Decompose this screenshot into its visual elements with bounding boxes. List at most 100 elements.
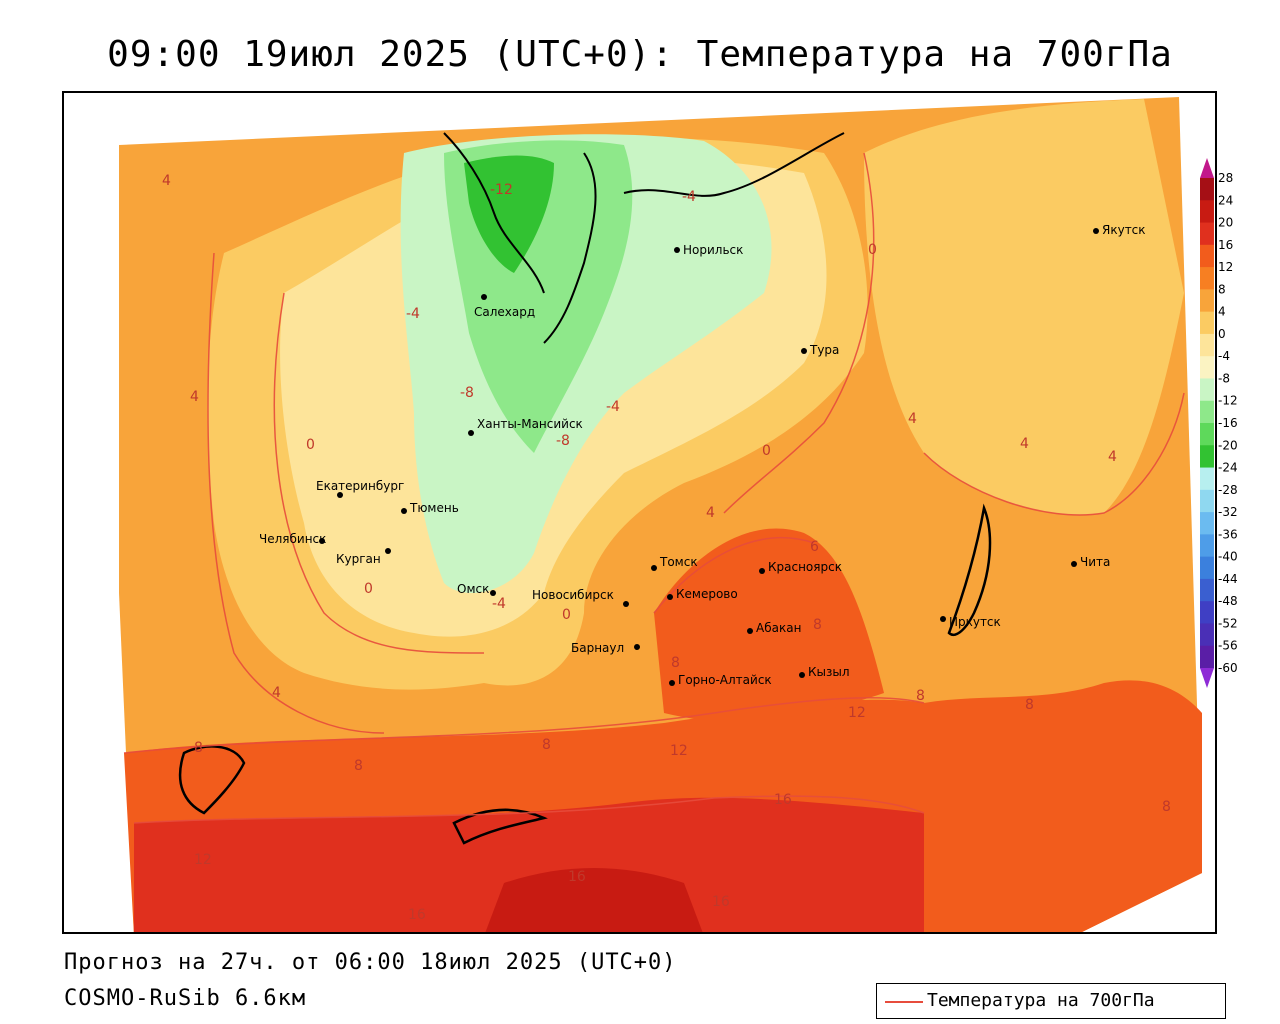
city-label: Иркутск <box>949 615 1001 629</box>
colorbar-swatch <box>1200 356 1214 379</box>
city-label: Курган <box>336 552 381 566</box>
colorbar-tick-label: 28 <box>1218 171 1233 185</box>
colorbar-tick-label: 16 <box>1218 238 1233 252</box>
iso-label: 12 <box>194 852 212 868</box>
city-label: Салехард <box>474 305 535 319</box>
colorbar-swatch <box>1200 311 1214 335</box>
forecast-info: Прогноз на 27ч. от 06:00 18июл 2025 (UTC… <box>64 950 677 975</box>
iso-label: 4 <box>190 389 199 405</box>
warm-band-krasnoyarsk <box>654 528 884 722</box>
iso-label: -12 <box>490 182 513 198</box>
city-label: Кемерово <box>676 587 738 601</box>
iso-label: 4 <box>162 173 171 189</box>
colorbar-tick-label: 0 <box>1218 327 1226 341</box>
colorbar-swatch <box>1200 601 1214 624</box>
colorbar-swatch <box>1200 378 1214 402</box>
colorbar-swatch <box>1200 200 1214 224</box>
iso-label: 12 <box>670 743 688 759</box>
iso-label: 4 <box>272 685 281 701</box>
cities: Якутск Норильск Салехард Тура Ханты-Манс… <box>259 223 1146 687</box>
city-label: Чита <box>1080 555 1110 569</box>
colorbar-swatch <box>1200 222 1214 246</box>
colorbar-swatch <box>1200 467 1214 491</box>
iso-label: 16 <box>568 869 586 885</box>
colorbar-tick-label: 12 <box>1218 260 1233 274</box>
city-label: Тюмень <box>409 501 459 515</box>
colorbar-tick-label: -36 <box>1218 527 1238 541</box>
iso-label: 4 <box>908 411 917 427</box>
city-label: Новосибирск <box>532 588 614 602</box>
legend-label: Температура на 700гПа <box>927 990 1155 1011</box>
iso-label: 8 <box>354 758 363 774</box>
colorbar-swatch <box>1200 333 1214 357</box>
temperature-map[interactable]: 4 -12 -4 0 -4 -8 -4 -8 4 0 0 4 4 4 6 0 -… <box>62 91 1217 934</box>
colorbar-swatch <box>1200 267 1214 290</box>
colorbar-tick-label: -44 <box>1218 572 1238 586</box>
iso-label: 4 <box>1020 436 1029 452</box>
colorbar-swatch <box>1200 423 1214 446</box>
city-label: Горно-Алтайск <box>678 673 772 687</box>
colorbar-swatch <box>1200 556 1214 580</box>
legend-box: Температура на 700гПа <box>876 983 1226 1019</box>
colorbar-swatch <box>1200 512 1214 535</box>
city-label: Красноярск <box>768 560 842 574</box>
band-cold-12 <box>464 155 554 273</box>
colorbar-tick-label: -16 <box>1218 416 1238 430</box>
colorbar-swatch <box>1200 489 1214 513</box>
city-label: Челябинск <box>259 532 326 546</box>
colorbar-bottom-arrow <box>1200 668 1214 688</box>
warm-band-east <box>924 680 1202 932</box>
city-label: Ханты-Мансийск <box>477 417 583 431</box>
colorbar-tick-label: -60 <box>1218 661 1238 675</box>
colorbar-swatch <box>1200 578 1214 602</box>
colorbar-tick-label: 24 <box>1218 193 1233 207</box>
city-label: Тура <box>809 343 839 357</box>
lake-balkhash <box>452 808 548 845</box>
iso-label: -4 <box>406 306 420 322</box>
iso-label: -8 <box>460 385 474 401</box>
colorbar-swatch <box>1200 178 1214 201</box>
iso-label: 0 <box>868 242 877 258</box>
iso-label: 8 <box>194 740 203 756</box>
colorbar-tick-label: -56 <box>1218 639 1238 653</box>
iso-label: 4 <box>1108 449 1117 465</box>
iso-label: 8 <box>542 737 551 753</box>
city-label: Кызыл <box>808 665 850 679</box>
city-label: Екатеринбург <box>316 479 404 493</box>
isotherm-labels: 4 -12 -4 0 -4 -8 -4 -8 4 0 0 4 4 4 6 0 -… <box>162 173 1171 923</box>
iso-label: 8 <box>1162 799 1171 815</box>
iso-label: 8 <box>671 655 680 671</box>
map-canvas: 4 -12 -4 0 -4 -8 -4 -8 4 0 0 4 4 4 6 0 -… <box>64 93 1215 932</box>
city-label: Омск <box>457 582 489 596</box>
colorbar-tick-label: -28 <box>1218 483 1238 497</box>
colorbar-tick-label: -12 <box>1218 394 1238 408</box>
iso-label: 4 <box>706 505 715 521</box>
colorbar-tick-label: 20 <box>1218 216 1233 230</box>
iso-label: 0 <box>762 443 771 459</box>
colorbar-svg: 28 24 20 16 12 8 4 0 -4 -8 -12 -16 -20 -24 -28 -32 -36 -4… <box>1200 158 1238 688</box>
iso-label: 0 <box>306 437 315 453</box>
colorbar-top-arrow <box>1200 158 1214 178</box>
colorbar-swatch <box>1200 289 1214 313</box>
warm-core-20 <box>485 868 703 932</box>
city-label: Абакан <box>756 621 801 635</box>
iso-label: 8 <box>1025 697 1034 713</box>
iso-label: 0 <box>364 581 373 597</box>
city-label: Барнаул <box>571 641 624 655</box>
colorbar-swatch <box>1200 645 1214 669</box>
colorbar-tick-label: -40 <box>1218 550 1238 564</box>
iso-label: 0 <box>562 607 571 623</box>
iso-label: 16 <box>774 792 792 808</box>
colorbar-swatch <box>1200 534 1214 558</box>
colorbar-tick-label: -24 <box>1218 461 1238 475</box>
city-label: Томск <box>659 555 698 569</box>
colorbar: 28 24 20 16 12 8 4 0 -4 -8 -12 -16 -20 -24 -28 -32 -36 -4… <box>1196 156 1266 696</box>
city-label: Якутск <box>1102 223 1146 237</box>
warm-band-16 <box>134 797 924 932</box>
iso-label: 8 <box>813 617 822 633</box>
legend-line-swatch <box>885 1001 923 1003</box>
colorbar-tick-label: -8 <box>1218 371 1230 385</box>
coastline <box>443 132 845 344</box>
colorbar-tick-label: 4 <box>1218 305 1226 319</box>
colorbar-tick-label: -48 <box>1218 594 1238 608</box>
